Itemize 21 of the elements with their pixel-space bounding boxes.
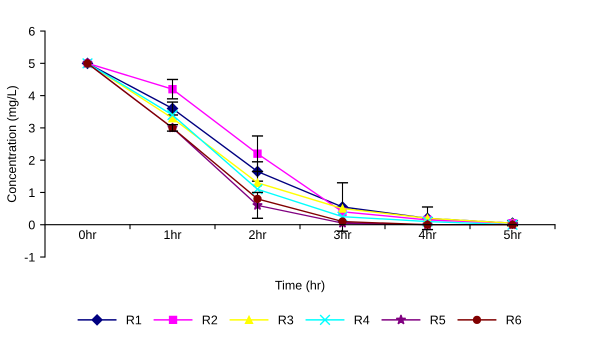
y-tick-label: 0	[28, 220, 35, 230]
legend-label: R3	[278, 316, 294, 324]
legend-label: R2	[202, 316, 218, 324]
y-tick-label: 4	[28, 92, 35, 100]
x-tick-label: 4hr	[418, 230, 436, 239]
x-tick-label: 0hr	[78, 230, 96, 240]
x-axis-title: Time (hr)	[275, 280, 324, 292]
y-axis-title: Concentration (mg/L)	[6, 86, 19, 202]
legend-label: R4	[354, 316, 370, 324]
y-tick-label: 6	[28, 26, 35, 36]
x-tick-label: 2hr	[249, 230, 266, 239]
legend-label: R1	[126, 316, 142, 324]
y-tick-label: 3	[28, 124, 35, 133]
x-tick-label: 5hr	[504, 230, 522, 240]
x-tick-label: 1hr	[164, 230, 182, 239]
y-tick-label: 1	[29, 188, 35, 197]
y-tick-label: 5	[28, 59, 35, 68]
y-tick-label: 2	[28, 156, 35, 165]
y-tick-label: -1	[24, 252, 35, 262]
legend-label: R5	[430, 316, 446, 324]
legend-label: R6	[506, 316, 522, 324]
